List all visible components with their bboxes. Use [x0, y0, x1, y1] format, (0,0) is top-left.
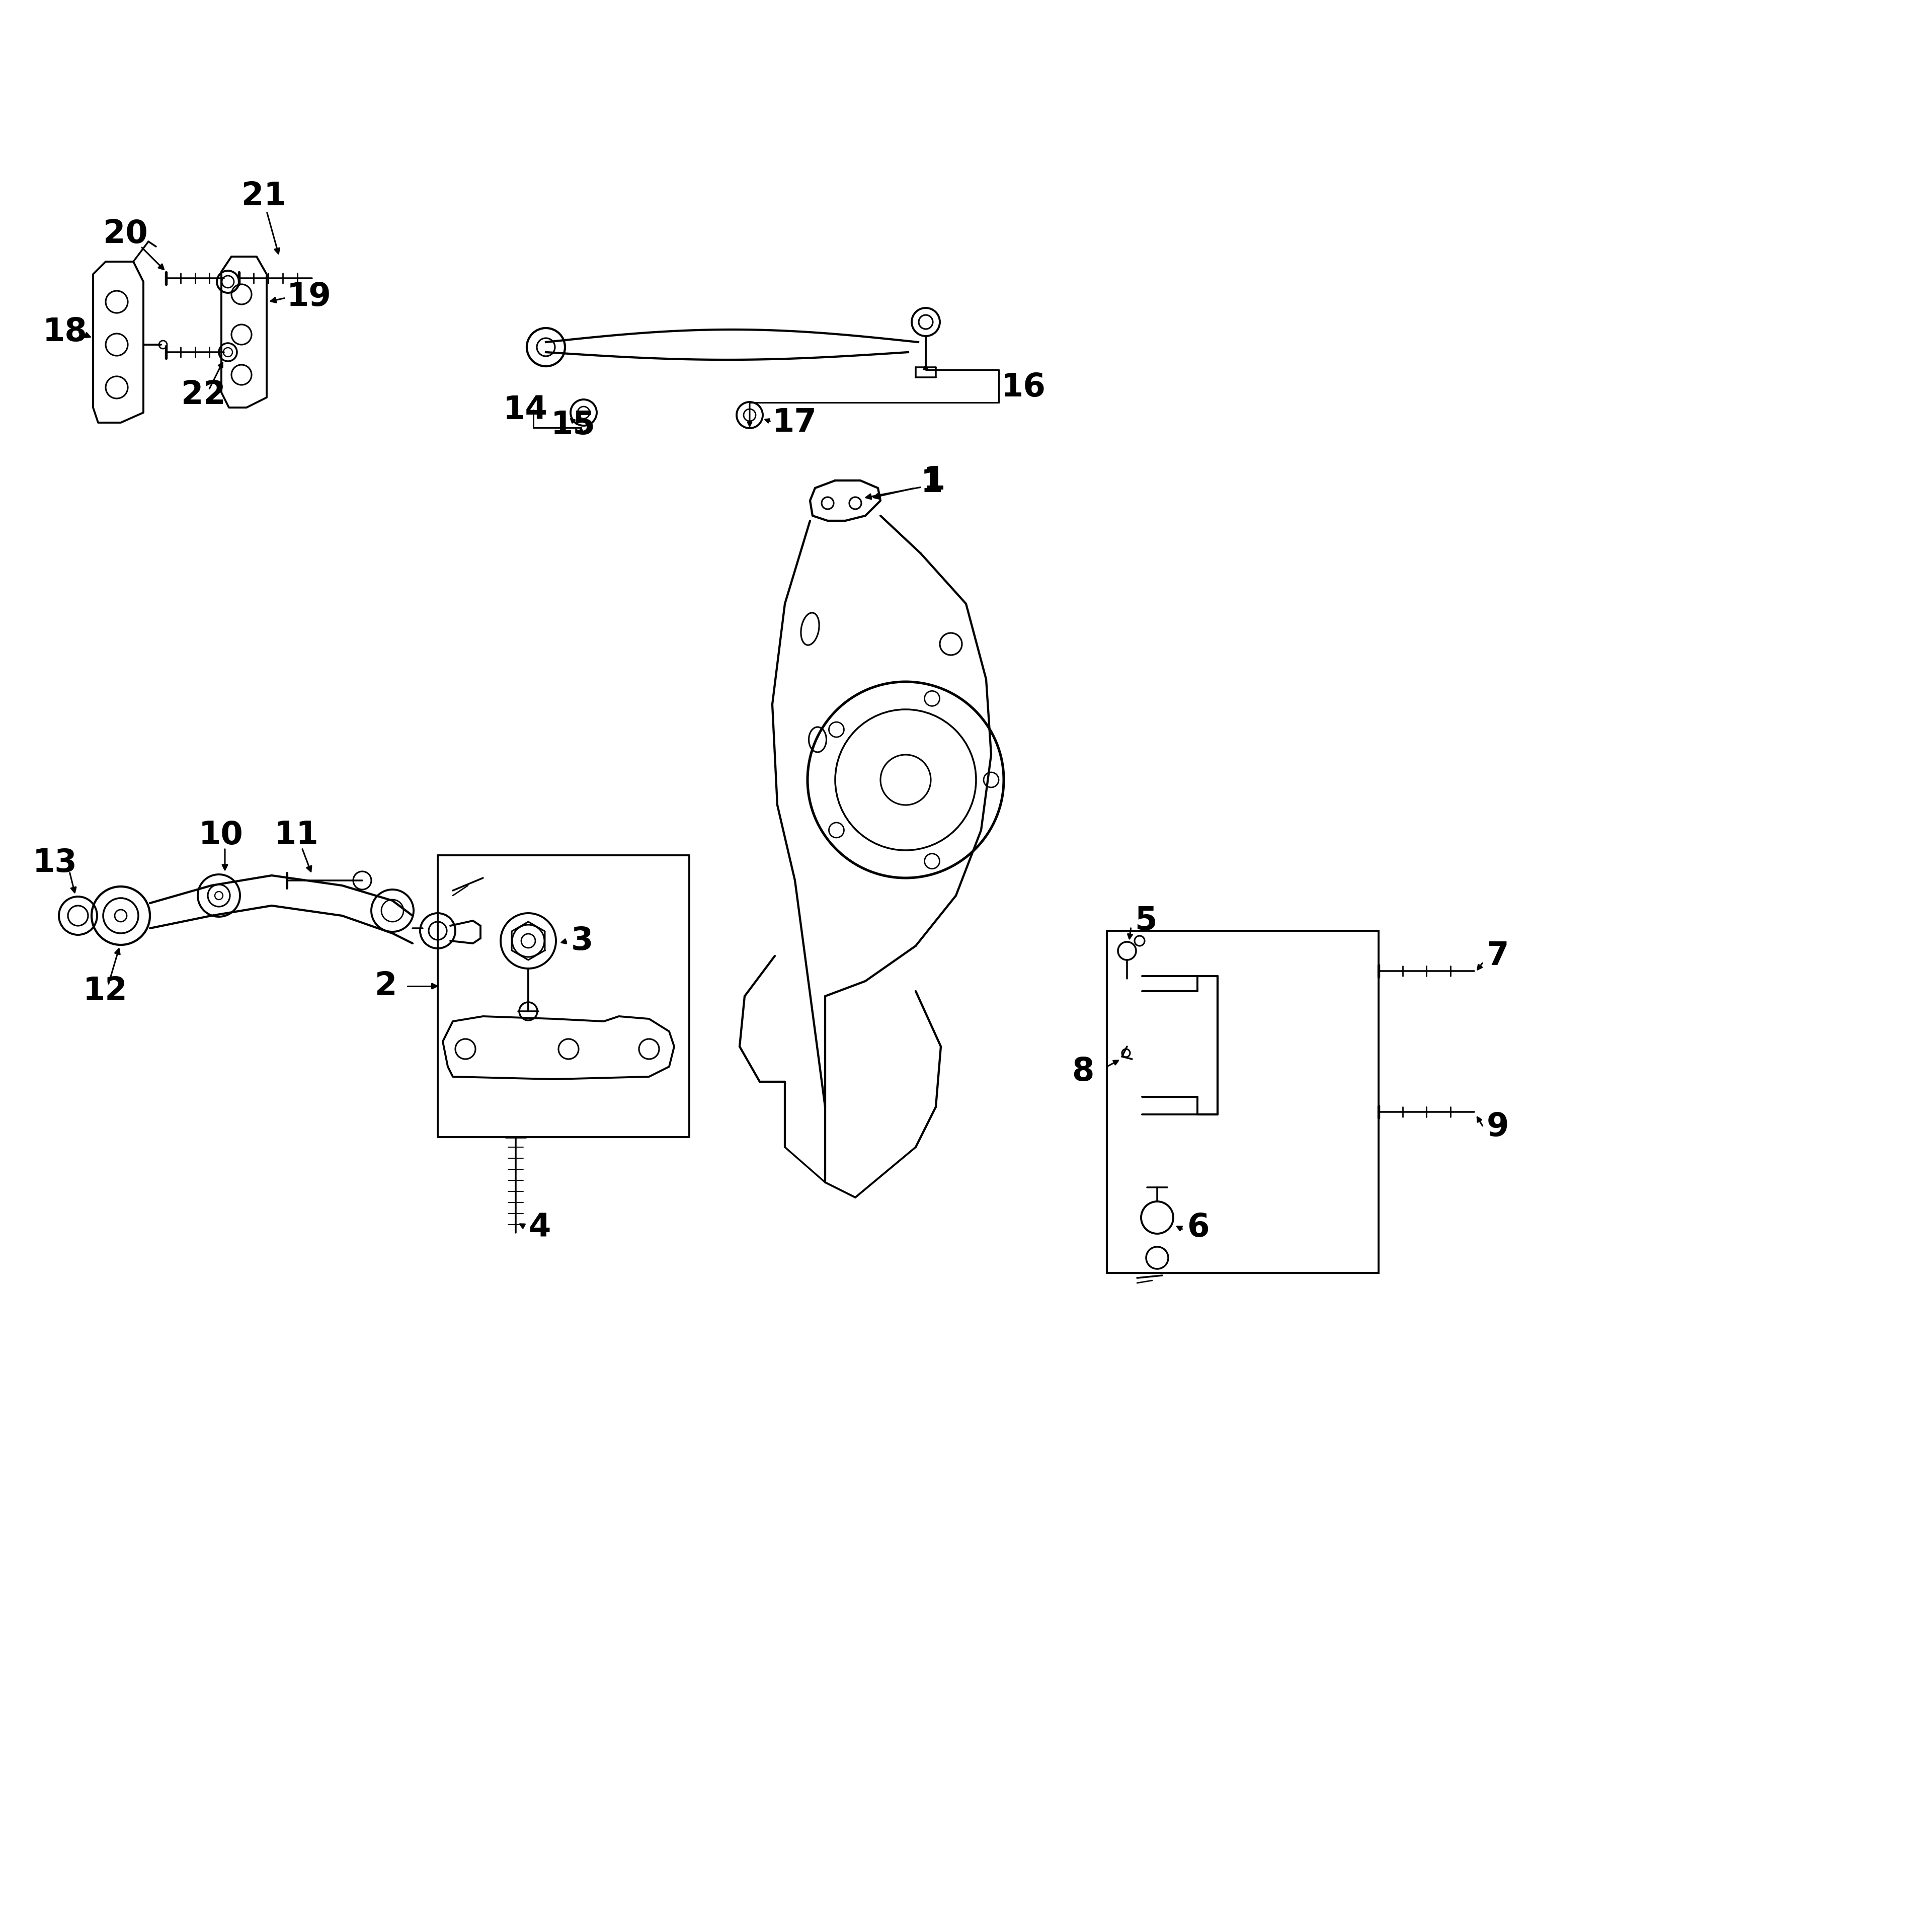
Text: 16: 16 [1001, 371, 1045, 404]
Text: 13: 13 [33, 848, 77, 879]
Text: 3: 3 [572, 925, 593, 956]
Text: 22: 22 [182, 379, 226, 412]
Text: 11: 11 [274, 819, 319, 850]
Text: 20: 20 [102, 218, 147, 249]
Text: 18: 18 [43, 317, 87, 348]
Text: 21: 21 [242, 180, 286, 213]
Text: 17: 17 [773, 408, 817, 439]
Text: 9: 9 [1488, 1111, 1509, 1142]
Text: 8: 8 [1072, 1057, 1094, 1088]
Text: 4: 4 [527, 1211, 551, 1242]
Text: 2: 2 [375, 970, 398, 1001]
Text: 10: 10 [199, 819, 243, 850]
Bar [439, 856, 690, 1138]
Text: 14: 14 [502, 394, 549, 425]
Text: 12: 12 [83, 976, 128, 1007]
Text: 19: 19 [286, 282, 332, 313]
Text: 5: 5 [1134, 904, 1157, 937]
Text: 7: 7 [1488, 941, 1509, 972]
Text: 1: 1 [922, 468, 943, 498]
Text: 6: 6 [1188, 1211, 1209, 1242]
Text: 1: 1 [923, 466, 945, 497]
Bar [1107, 931, 1379, 1273]
Text: 15: 15 [551, 410, 595, 440]
